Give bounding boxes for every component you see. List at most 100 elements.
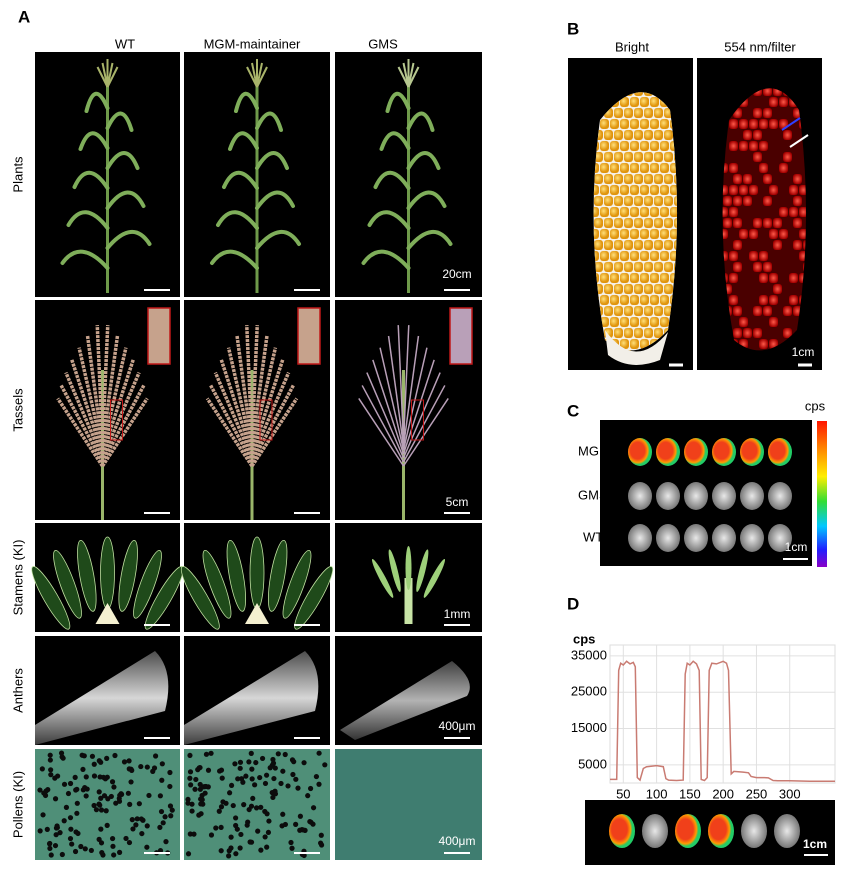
kernel xyxy=(753,152,762,162)
leaf xyxy=(234,91,259,113)
kernel xyxy=(614,262,623,272)
pollen-grain xyxy=(133,822,139,828)
pollen-grain xyxy=(264,844,270,850)
pollen-grain xyxy=(203,783,209,790)
y-tick-label: 25000 xyxy=(571,684,607,699)
tassel-spike xyxy=(59,384,105,463)
pollen-grain xyxy=(288,839,294,846)
pollen-grain xyxy=(88,847,94,854)
kernel xyxy=(644,240,653,250)
kernel xyxy=(739,119,748,129)
pollen-grain xyxy=(48,852,54,858)
pollen-grain xyxy=(248,839,255,845)
pollen-grain xyxy=(185,796,191,803)
pollen-grain xyxy=(301,760,307,766)
leaf xyxy=(385,91,411,113)
pollen-grain xyxy=(37,787,43,793)
leaf xyxy=(228,131,259,151)
kernel xyxy=(749,229,758,239)
kernel xyxy=(670,207,678,217)
pollen-grain xyxy=(189,801,195,807)
pollen-grain xyxy=(223,800,229,806)
pollen-grain xyxy=(127,801,133,807)
kernel xyxy=(664,218,673,228)
pollen-grain xyxy=(74,800,80,806)
kernel xyxy=(620,119,629,129)
tassel-spike xyxy=(250,384,295,463)
tassel-spike xyxy=(250,347,278,451)
inset-box xyxy=(147,307,171,365)
pollen-grain xyxy=(297,813,303,819)
column-header: GMS xyxy=(368,36,398,51)
kernel xyxy=(729,251,738,261)
kernel xyxy=(722,185,728,195)
kernel xyxy=(630,339,639,349)
tassel-spike xyxy=(235,335,254,447)
kernel xyxy=(650,185,659,195)
kernel xyxy=(723,196,732,206)
kernel xyxy=(660,119,669,129)
kernel xyxy=(664,262,673,272)
kernel xyxy=(634,108,643,118)
pollen-grain xyxy=(271,775,277,782)
pollen-grain xyxy=(253,805,260,811)
pollen-grain xyxy=(74,786,80,792)
pollen-grain xyxy=(198,796,204,802)
pollen-grain xyxy=(253,759,259,766)
pollen-grain xyxy=(259,755,266,762)
kernel xyxy=(684,438,708,466)
kernel xyxy=(712,438,736,466)
kernel xyxy=(634,218,643,228)
kernel xyxy=(614,130,623,140)
pollen-grain xyxy=(96,758,102,764)
tassel-spike xyxy=(64,371,105,459)
kernel xyxy=(654,108,663,118)
pollen-grain xyxy=(208,750,214,756)
pollen-grain xyxy=(238,831,244,838)
kernel xyxy=(640,295,649,305)
kernel xyxy=(624,108,633,118)
kernel xyxy=(656,438,680,466)
pollen-grain xyxy=(144,844,150,850)
kernel xyxy=(593,185,599,195)
pollen-grain xyxy=(191,831,197,837)
pollen-grain xyxy=(136,801,142,807)
kernel xyxy=(624,306,633,316)
pollen-grain xyxy=(162,814,168,820)
pollen-grain xyxy=(192,786,198,792)
pollen-grain xyxy=(167,783,173,790)
kernel xyxy=(600,119,609,129)
kernel xyxy=(733,174,742,184)
kernel xyxy=(644,196,653,206)
kernel xyxy=(614,218,623,228)
kernel xyxy=(640,119,649,129)
kernel xyxy=(660,251,669,261)
kernel xyxy=(620,207,629,217)
kernel xyxy=(650,295,659,305)
kernel xyxy=(729,119,738,129)
kernel xyxy=(749,119,758,129)
kernel xyxy=(640,273,649,283)
kernel xyxy=(729,273,738,283)
kernel xyxy=(614,306,623,316)
pollen-grain xyxy=(126,758,132,764)
pollen-grain xyxy=(89,753,96,759)
tassel-spike xyxy=(100,335,120,447)
pollen-grain xyxy=(111,852,117,858)
kernel xyxy=(628,482,652,510)
kernel xyxy=(594,152,603,162)
pollen-grain xyxy=(262,834,268,840)
stamen xyxy=(133,549,162,619)
kernel xyxy=(634,328,643,338)
kernel xyxy=(733,218,742,228)
kernel xyxy=(634,262,643,272)
kernel xyxy=(759,273,768,283)
leaf xyxy=(406,190,447,210)
y-tick-label: 5000 xyxy=(578,756,607,771)
kernel xyxy=(640,163,649,173)
kernel xyxy=(640,229,649,239)
leaf xyxy=(105,151,140,170)
kernel xyxy=(650,141,659,151)
tassel-branch xyxy=(106,62,114,88)
kernel xyxy=(759,251,768,261)
